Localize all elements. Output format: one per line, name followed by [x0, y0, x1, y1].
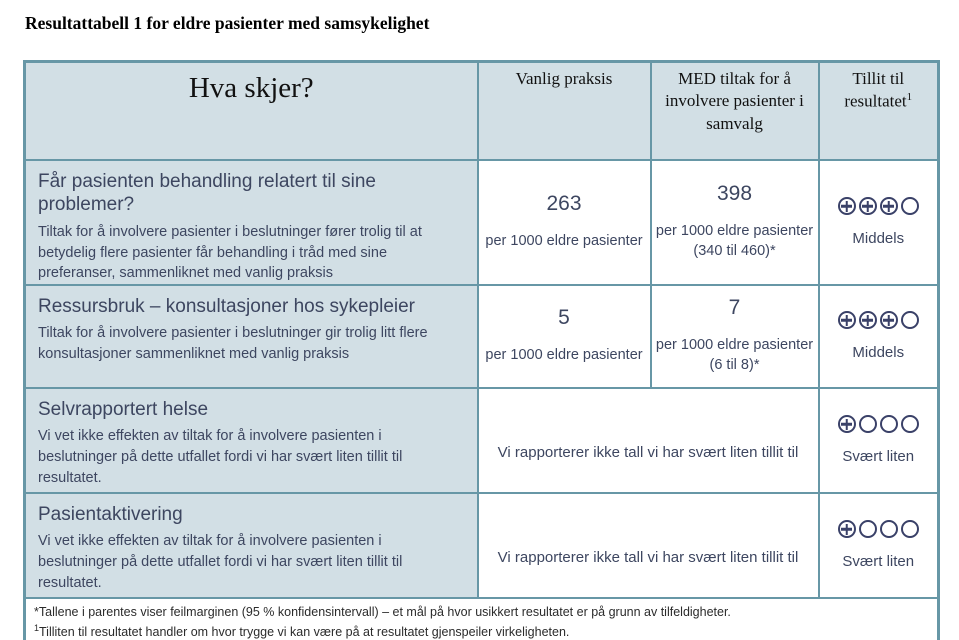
grade-plus-icon: [879, 311, 898, 330]
grade-plus-icon: [837, 415, 856, 434]
grade-circle-icon: [900, 311, 919, 330]
intervention-cell: 398 per 1000 eldre pasienter (340 til 460)…: [649, 158, 820, 286]
no-numbers-cell: Vi rapporterer ikke tall vi har svært li…: [476, 386, 820, 494]
intervention-value: 7: [728, 296, 741, 320]
header-confidence: Tillit til resultatet1: [817, 60, 940, 161]
outcome-title: Ressursbruk – konsultasjoner hos sykeple…: [38, 295, 416, 317]
confidence-cell: Middels: [817, 283, 940, 389]
header-confidence-label: Tillit til resultatet: [844, 69, 907, 112]
header-row: Hva skjer? Vanlig praksis MED tiltak for…: [23, 60, 940, 161]
outcome-description: Tiltak for å involvere pasienter i beslu…: [38, 325, 428, 363]
header-what-happens-label: Hva skjer?: [188, 72, 314, 104]
footnotes-row: *Tallene i parentes viser feilmarginen (…: [23, 596, 940, 640]
intervention-confidence-interval: (6 til 8)*: [709, 356, 760, 373]
usual-practice-unit: per 1000 eldre pasienter: [485, 346, 643, 363]
outcome-cell: Får pasienten behandling relatert til si…: [23, 158, 479, 286]
outcome-title: Pasientaktivering: [38, 503, 183, 525]
confidence-label: Middels: [852, 230, 905, 248]
grade-circle-icon: [879, 415, 898, 434]
grade-plus-icon: [837, 520, 856, 539]
grade-symbols: [821, 311, 937, 330]
grade-circle-icon: [858, 415, 877, 434]
outcome-description: Vi vet ikke effekten av tiltak for å inv…: [38, 428, 403, 486]
intervention-unit-block: per 1000 eldre pasienter (6 til 8)*: [653, 336, 817, 375]
footnote-text: Tilliten til resultatet handler om hvor …: [39, 625, 570, 640]
outcome-cell: Selvrapportert helse Vi vet ikke effekten…: [23, 386, 479, 494]
intervention-cell: 7 per 1000 eldre pasienter (6 til 8)*: [649, 283, 820, 389]
outcome-description: Tiltak for å involvere pasienter i beslu…: [38, 224, 422, 282]
grade-plus-icon: [879, 197, 898, 216]
confidence-cell: Svært liten: [817, 491, 940, 599]
confidence-label: Svært liten: [842, 448, 915, 466]
usual-practice-value: 5: [558, 305, 570, 329]
confidence-cell: Svært liten: [817, 386, 940, 494]
grade-circle-icon: [900, 415, 919, 434]
table-row: Ressursbruk – konsultasjoner hos sykeple…: [23, 283, 940, 389]
outcome-title: Selvrapportert helse: [38, 398, 209, 420]
results-table: Hva skjer? Vanlig praksis MED tiltak for…: [23, 60, 940, 640]
grade-plus-icon: [858, 311, 877, 330]
grade-symbols: [821, 197, 937, 216]
intervention-unit-block: per 1000 eldre pasienter (340 til 460)*: [653, 222, 817, 261]
table-row: Får pasienten behandling relatert til si…: [23, 158, 940, 286]
intervention-unit: per 1000 eldre pasienter: [655, 337, 814, 354]
grade-symbols: [821, 415, 937, 434]
confidence-label: Svært liten: [842, 553, 915, 571]
table-row: Pasientaktivering Vi vet ikke effekten av…: [23, 491, 940, 599]
confidence-cell: Middels: [817, 158, 940, 286]
intervention-value: 398: [716, 182, 753, 206]
header-intervention: MED tiltak for å involvere pasienter i s…: [649, 60, 820, 161]
intervention-unit: per 1000 eldre pasienter: [655, 223, 814, 240]
confidence-label: Middels: [852, 344, 905, 362]
grade-circle-icon: [900, 197, 919, 216]
outcome-description: Vi vet ikke effekten av tiltak for å inv…: [38, 533, 403, 591]
footnote-marker: *: [34, 604, 39, 619]
grade-plus-icon: [837, 311, 856, 330]
usual-practice-cell: 5 per 1000 eldre pasienter: [476, 283, 652, 389]
footnote-marker: 1: [34, 623, 40, 634]
header-confidence-footnote-marker: 1: [906, 91, 913, 104]
footnote: 1Tilliten til resultatet handler om hvor…: [34, 622, 927, 640]
usual-practice-cell: 263 per 1000 eldre pasienter: [476, 158, 652, 286]
page-title: Resultattabell 1 for eldre pasienter med…: [25, 13, 430, 33]
grade-plus-icon: [858, 197, 877, 216]
grade-plus-icon: [837, 197, 856, 216]
footnotes-cell: *Tallene i parentes viser feilmarginen (…: [23, 596, 940, 640]
no-numbers-text: Vi rapporterer ikke tall vi har svært li…: [497, 549, 799, 567]
grade-symbols: [821, 520, 937, 539]
intervention-confidence-interval: (340 til 460)*: [693, 242, 776, 259]
table-row: Selvrapportert helse Vi vet ikke effekten…: [23, 386, 940, 494]
grade-circle-icon: [858, 520, 877, 539]
header-what-happens: Hva skjer?: [23, 60, 479, 161]
outcome-cell: Ressursbruk – konsultasjoner hos sykeple…: [23, 283, 479, 389]
footnote-text: Tallene i parentes viser feilmarginen (9…: [38, 604, 731, 619]
grade-circle-icon: [879, 520, 898, 539]
usual-practice-unit: per 1000 eldre pasienter: [485, 232, 643, 249]
outcome-title: Får pasienten behandling relatert til si…: [38, 170, 376, 216]
outcome-cell: Pasientaktivering Vi vet ikke effekten av…: [23, 491, 479, 599]
grade-circle-icon: [900, 520, 919, 539]
results-table-body: Får pasienten behandling relatert til si…: [23, 158, 940, 599]
footnote: *Tallene i parentes viser feilmarginen (…: [34, 603, 927, 622]
header-usual-practice: Vanlig praksis: [476, 60, 652, 161]
usual-practice-value: 263: [546, 191, 582, 215]
no-numbers-text: Vi rapporterer ikke tall vi har svært li…: [497, 444, 799, 462]
no-numbers-cell: Vi rapporterer ikke tall vi har svært li…: [476, 491, 820, 599]
